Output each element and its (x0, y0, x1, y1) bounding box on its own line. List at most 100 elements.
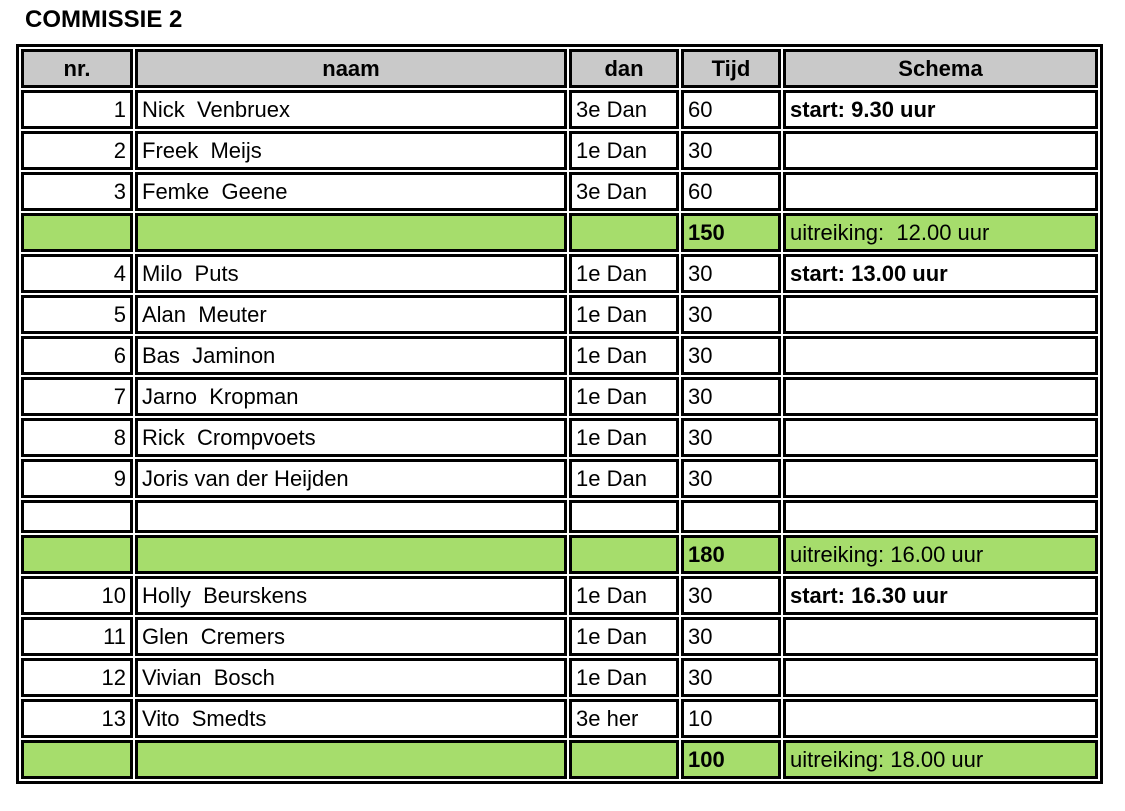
cell-tijd: 30 (681, 131, 781, 170)
column-header-tijd: Tijd (681, 49, 781, 88)
cell-dan: 1e Dan (569, 131, 679, 170)
cell-tijd: 30 (681, 254, 781, 293)
cell-naam: Vito Smedts (135, 699, 567, 738)
column-header-schema: Schema (783, 49, 1098, 88)
cell-tijd: 180 (681, 535, 781, 574)
cell-nr: 8 (21, 418, 133, 457)
cell-nr (21, 740, 133, 779)
cell-tijd: 10 (681, 699, 781, 738)
cell-naam: Milo Puts (135, 254, 567, 293)
cell-tijd: 30 (681, 617, 781, 656)
cell-schema: uitreiking: 16.00 uur (783, 535, 1098, 574)
column-header-naam: naam (135, 49, 567, 88)
cell-naam: Holly Beurskens (135, 576, 567, 615)
cell-schema: start: 16.30 uur (783, 576, 1098, 615)
cell-tijd: 60 (681, 172, 781, 211)
table-row: 7 Jarno Kropman 1e Dan 30 (21, 377, 1098, 416)
cell-naam: Glen Cremers (135, 617, 567, 656)
cell-tijd: 60 (681, 90, 781, 129)
cell-dan: 1e Dan (569, 576, 679, 615)
cell-dan: 3e Dan (569, 172, 679, 211)
total-row: 150 uitreiking: 12.00 uur (21, 213, 1098, 252)
column-header-nr: nr. (21, 49, 133, 88)
cell-naam (135, 213, 567, 252)
cell-nr: 13 (21, 699, 133, 738)
cell-nr: 12 (21, 658, 133, 697)
commissie-schedule-table: nr. naam dan Tijd Schema 1 Nick Venbruex 3e Da… (16, 44, 1103, 784)
cell-schema (783, 377, 1098, 416)
cell-nr: 4 (21, 254, 133, 293)
cell-schema (783, 617, 1098, 656)
cell-dan: 1e Dan (569, 254, 679, 293)
cell-naam: Jarno Kropman (135, 377, 567, 416)
page-title: COMMISSIE 2 (25, 6, 183, 33)
cell-dan (569, 740, 679, 779)
table-row: 10 Holly Beurskens 1e Dan 30 start: 16.30 uu… (21, 576, 1098, 615)
table-row: 5 Alan Meuter 1e Dan 30 (21, 295, 1098, 334)
cell-tijd (681, 500, 781, 533)
cell-nr: 7 (21, 377, 133, 416)
cell-naam: Femke Geene (135, 172, 567, 211)
cell-dan (569, 535, 679, 574)
cell-schema: uitreiking: 12.00 uur (783, 213, 1098, 252)
cell-tijd: 30 (681, 459, 781, 498)
table-row: 6 Bas Jaminon 1e Dan 30 (21, 336, 1098, 375)
cell-naam: Alan Meuter (135, 295, 567, 334)
cell-dan: 1e Dan (569, 295, 679, 334)
spacer-row (21, 500, 1098, 533)
table-row: 11 Glen Cremers 1e Dan 30 (21, 617, 1098, 656)
cell-dan: 1e Dan (569, 336, 679, 375)
cell-schema (783, 699, 1098, 738)
cell-schema (783, 172, 1098, 211)
cell-naam (135, 740, 567, 779)
column-header-dan: dan (569, 49, 679, 88)
table-header-row: nr. naam dan Tijd Schema (21, 49, 1098, 88)
cell-schema (783, 131, 1098, 170)
cell-naam: Freek Meijs (135, 131, 567, 170)
table-row: 2 Freek Meijs 1e Dan 30 (21, 131, 1098, 170)
cell-dan: 3e Dan (569, 90, 679, 129)
cell-schema: start: 13.00 uur (783, 254, 1098, 293)
cell-dan (569, 213, 679, 252)
cell-nr: 5 (21, 295, 133, 334)
cell-naam (135, 500, 567, 533)
cell-nr: 2 (21, 131, 133, 170)
cell-schema (783, 295, 1098, 334)
table-row: 4 Milo Puts 1e Dan 30 start: 13.00 uur (21, 254, 1098, 293)
cell-schema (783, 418, 1098, 457)
table-row: 9 Joris van der Heijden 1e Dan 30 (21, 459, 1098, 498)
cell-dan (569, 500, 679, 533)
cell-tijd: 30 (681, 295, 781, 334)
cell-tijd: 150 (681, 213, 781, 252)
cell-nr: 10 (21, 576, 133, 615)
cell-schema (783, 336, 1098, 375)
cell-tijd: 30 (681, 576, 781, 615)
cell-schema: start: 9.30 uur (783, 90, 1098, 129)
table-row: 12 Vivian Bosch 1e Dan 30 (21, 658, 1098, 697)
cell-nr: 11 (21, 617, 133, 656)
cell-naam: Nick Venbruex (135, 90, 567, 129)
cell-nr: 6 (21, 336, 133, 375)
cell-naam: Joris van der Heijden (135, 459, 567, 498)
table-row: 8 Rick Crompvoets 1e Dan 30 (21, 418, 1098, 457)
cell-schema (783, 459, 1098, 498)
cell-tijd: 30 (681, 418, 781, 457)
cell-nr: 1 (21, 90, 133, 129)
cell-nr: 9 (21, 459, 133, 498)
cell-naam: Bas Jaminon (135, 336, 567, 375)
cell-dan: 1e Dan (569, 459, 679, 498)
cell-schema (783, 500, 1098, 533)
cell-dan: 3e her (569, 699, 679, 738)
cell-dan: 1e Dan (569, 658, 679, 697)
cell-tijd: 30 (681, 658, 781, 697)
cell-dan: 1e Dan (569, 617, 679, 656)
cell-dan: 1e Dan (569, 418, 679, 457)
total-row: 100 uitreiking: 18.00 uur (21, 740, 1098, 779)
cell-schema: uitreiking: 18.00 uur (783, 740, 1098, 779)
table-row: 3 Femke Geene 3e Dan 60 (21, 172, 1098, 211)
cell-dan: 1e Dan (569, 377, 679, 416)
cell-nr (21, 500, 133, 533)
cell-tijd: 100 (681, 740, 781, 779)
table-row: 1 Nick Venbruex 3e Dan 60 start: 9.30 uur (21, 90, 1098, 129)
